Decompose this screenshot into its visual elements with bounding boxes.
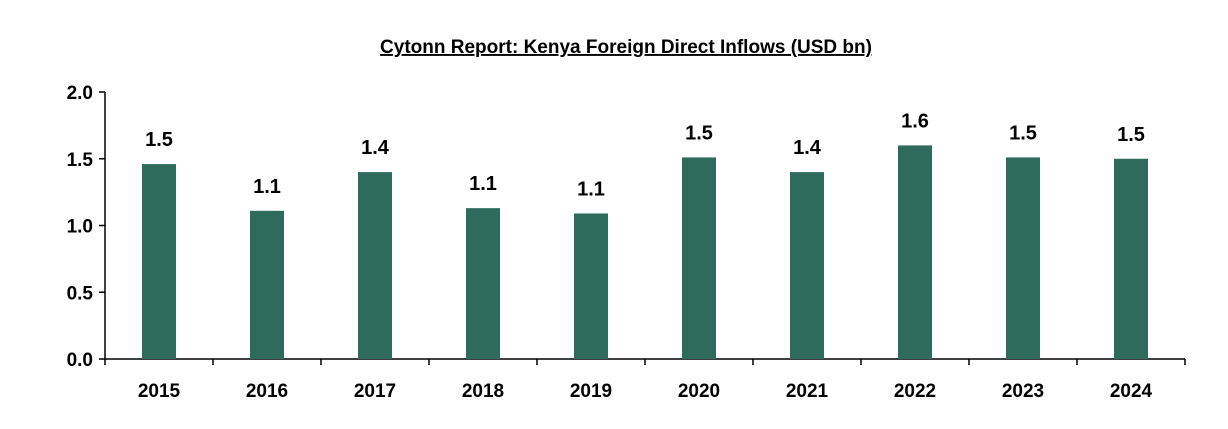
x-tick-label: 2024: [1110, 381, 1153, 402]
x-tick-label: 2017: [354, 381, 396, 402]
bar: [142, 164, 176, 359]
data-label: 1.1: [577, 178, 605, 200]
bars: 1.5 1.1 1.4 1.1 1.1 1.5 1.4 1.6 1.5 1.5: [142, 110, 1148, 359]
x-tick-label: 2015: [138, 381, 181, 402]
chart-title: Cytonn Report: Kenya Foreign Direct Infl…: [380, 37, 872, 58]
y-tick-label: 1.5: [67, 150, 94, 171]
x-axis: 2015 2016 2017 2018 2019 2020 2021 2022 2023 2024: [104, 358, 1186, 402]
x-tick-label: 2018: [462, 381, 504, 402]
bar: [790, 172, 824, 359]
bar: [682, 157, 716, 359]
data-label: 1.4: [793, 137, 822, 159]
y-tick-label: 2.0: [67, 83, 93, 104]
data-label: 1.4: [361, 137, 390, 159]
bar: [358, 172, 392, 359]
data-label: 1.5: [1117, 124, 1145, 146]
x-tick-label: 2020: [678, 381, 720, 402]
bar: [466, 208, 500, 359]
x-tick-label: 2019: [570, 381, 612, 402]
data-label: 1.5: [685, 122, 713, 144]
data-label: 1.5: [145, 129, 173, 151]
x-tick-label: 2021: [786, 381, 829, 402]
y-axis: 0.0 0.5 1.0 1.5 2.0: [67, 83, 106, 371]
data-label: 1.6: [901, 110, 929, 132]
x-tick-label: 2022: [894, 381, 936, 402]
data-label: 1.1: [469, 173, 497, 195]
y-tick-label: 1.0: [67, 217, 93, 238]
bar: [1114, 158, 1148, 359]
y-tick-label: 0.5: [67, 283, 94, 304]
x-tick-label: 2016: [246, 381, 288, 402]
bar: [1006, 157, 1040, 359]
data-label: 1.5: [1009, 122, 1037, 144]
bar: [574, 213, 608, 359]
y-tick-label: 0.0: [67, 350, 93, 371]
x-tick-label: 2023: [1002, 381, 1044, 402]
data-label: 1.1: [253, 176, 281, 198]
bar: [250, 210, 284, 359]
bar: [898, 145, 932, 359]
